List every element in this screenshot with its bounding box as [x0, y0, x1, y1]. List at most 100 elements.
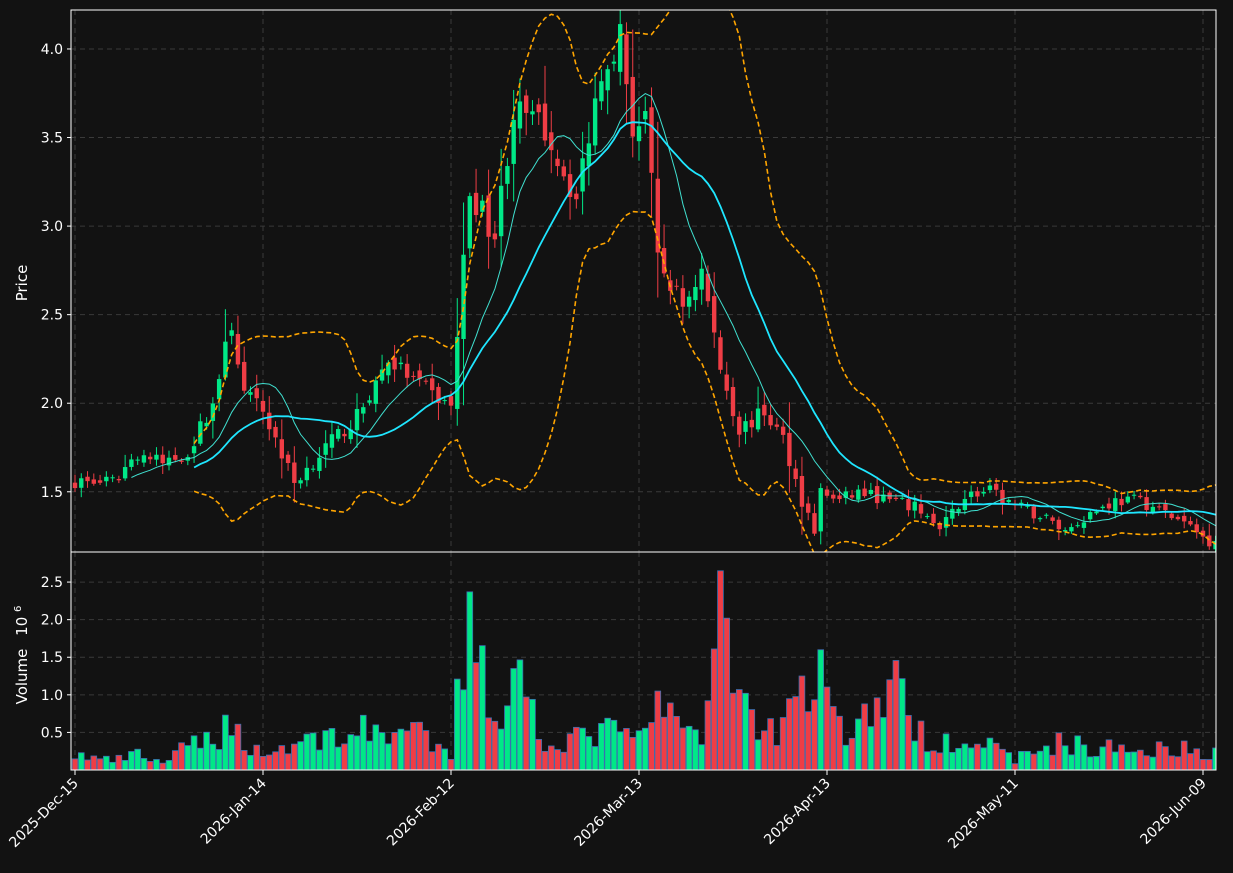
- candle-body: [461, 254, 466, 339]
- candle-body: [160, 454, 165, 464]
- upper-band-line: [193, 10, 1216, 495]
- volume-bar: [773, 745, 781, 770]
- candle-body: [524, 95, 529, 113]
- candle-body: [1182, 515, 1187, 522]
- volume-bar: [1149, 756, 1157, 770]
- x-tick-label: 2025-Dec-15: [6, 776, 81, 851]
- candle-body: [755, 408, 761, 430]
- volume-bar: [1011, 763, 1019, 770]
- candle-body: [655, 178, 660, 253]
- volume-bar: [466, 591, 474, 770]
- volume-bar: [1086, 756, 1094, 770]
- volume-bar: [1162, 746, 1169, 770]
- volume-bar: [898, 678, 906, 770]
- volume-bar: [942, 733, 950, 770]
- candle-body: [223, 341, 228, 378]
- volume-bar: [1137, 749, 1144, 770]
- candle-body: [204, 422, 209, 427]
- x-tick-label: 2026-Mar-13: [572, 776, 646, 850]
- candle-body: [135, 459, 140, 461]
- volume-bar: [472, 662, 480, 770]
- volume-bar: [1111, 751, 1119, 770]
- volume-bar: [811, 699, 818, 770]
- volume-bar: [986, 737, 994, 770]
- volume-bar: [215, 749, 223, 770]
- volume-bar: [165, 760, 173, 770]
- candle-body: [599, 81, 604, 102]
- candle-body: [298, 480, 303, 484]
- fast-ma-line: [131, 93, 1216, 527]
- candle-body: [530, 111, 535, 115]
- candle-body: [981, 491, 986, 494]
- volume-bar: [892, 660, 900, 770]
- volume-bar: [1180, 740, 1188, 770]
- candle-body: [943, 517, 949, 528]
- volume-bar: [604, 717, 611, 770]
- volume-bar: [867, 726, 875, 770]
- x-tick-label: 2026-Apr-13: [761, 776, 834, 849]
- volume-bar: [610, 719, 618, 770]
- volume-bar: [949, 751, 956, 770]
- candle-body: [994, 483, 999, 490]
- volume-bar: [1074, 735, 1081, 770]
- candle-body: [605, 69, 610, 91]
- candle-body: [580, 158, 585, 192]
- candle-body: [1175, 516, 1181, 520]
- candle-body: [699, 268, 704, 290]
- candle-body: [893, 497, 899, 499]
- volume-bar: [591, 746, 599, 770]
- volume-bar: [798, 675, 806, 770]
- volume-bar: [140, 758, 148, 770]
- candle-body: [436, 386, 441, 403]
- candle-body: [1156, 506, 1162, 508]
- volume-bar: [1061, 745, 1069, 770]
- candle-body: [856, 489, 861, 500]
- candle-body: [1044, 514, 1049, 516]
- candle-body: [1025, 505, 1030, 507]
- candle-body: [968, 491, 974, 498]
- volume-bar: [90, 755, 98, 770]
- candle-body: [1037, 518, 1043, 520]
- volume-bar: [974, 743, 981, 770]
- candle-body: [1207, 535, 1212, 547]
- candle-body: [342, 433, 347, 437]
- candle-body: [918, 504, 924, 514]
- candle-body: [611, 61, 617, 64]
- volume-bar: [623, 728, 630, 770]
- candle-body: [906, 499, 911, 511]
- candle-body: [248, 392, 253, 395]
- candle-body: [91, 479, 96, 484]
- volume-bar: [1099, 746, 1107, 770]
- volume-bar: [573, 726, 580, 770]
- volume-bar: [1030, 753, 1038, 770]
- candle-body: [173, 455, 178, 460]
- candle-body: [104, 476, 109, 482]
- volume-bar: [234, 723, 242, 770]
- candle-body: [686, 296, 692, 307]
- candle-body: [323, 443, 328, 455]
- volume-bar: [880, 717, 887, 770]
- candle-body: [799, 476, 805, 507]
- volume-bar: [754, 739, 762, 770]
- candle-body: [254, 388, 259, 399]
- candle-body: [336, 429, 341, 439]
- candle-body: [1006, 499, 1011, 503]
- candle-body: [1088, 512, 1093, 520]
- candle-body: [542, 103, 548, 141]
- candle-body: [868, 489, 874, 494]
- volume-bar: [848, 737, 856, 770]
- volume-bar: [917, 720, 925, 770]
- candle-body: [292, 462, 297, 483]
- volume-bar: [366, 740, 373, 770]
- candle-body: [404, 363, 410, 378]
- volume-series: [71, 570, 1216, 770]
- candle-body: [1194, 524, 1199, 533]
- candle-body: [549, 132, 554, 151]
- candle-body: [79, 478, 84, 488]
- candle-body: [1213, 540, 1216, 550]
- candle-body: [780, 426, 786, 435]
- volume-bar: [1130, 751, 1138, 770]
- candle-body: [122, 467, 128, 479]
- candle-body: [398, 362, 404, 365]
- candle-body: [618, 24, 623, 72]
